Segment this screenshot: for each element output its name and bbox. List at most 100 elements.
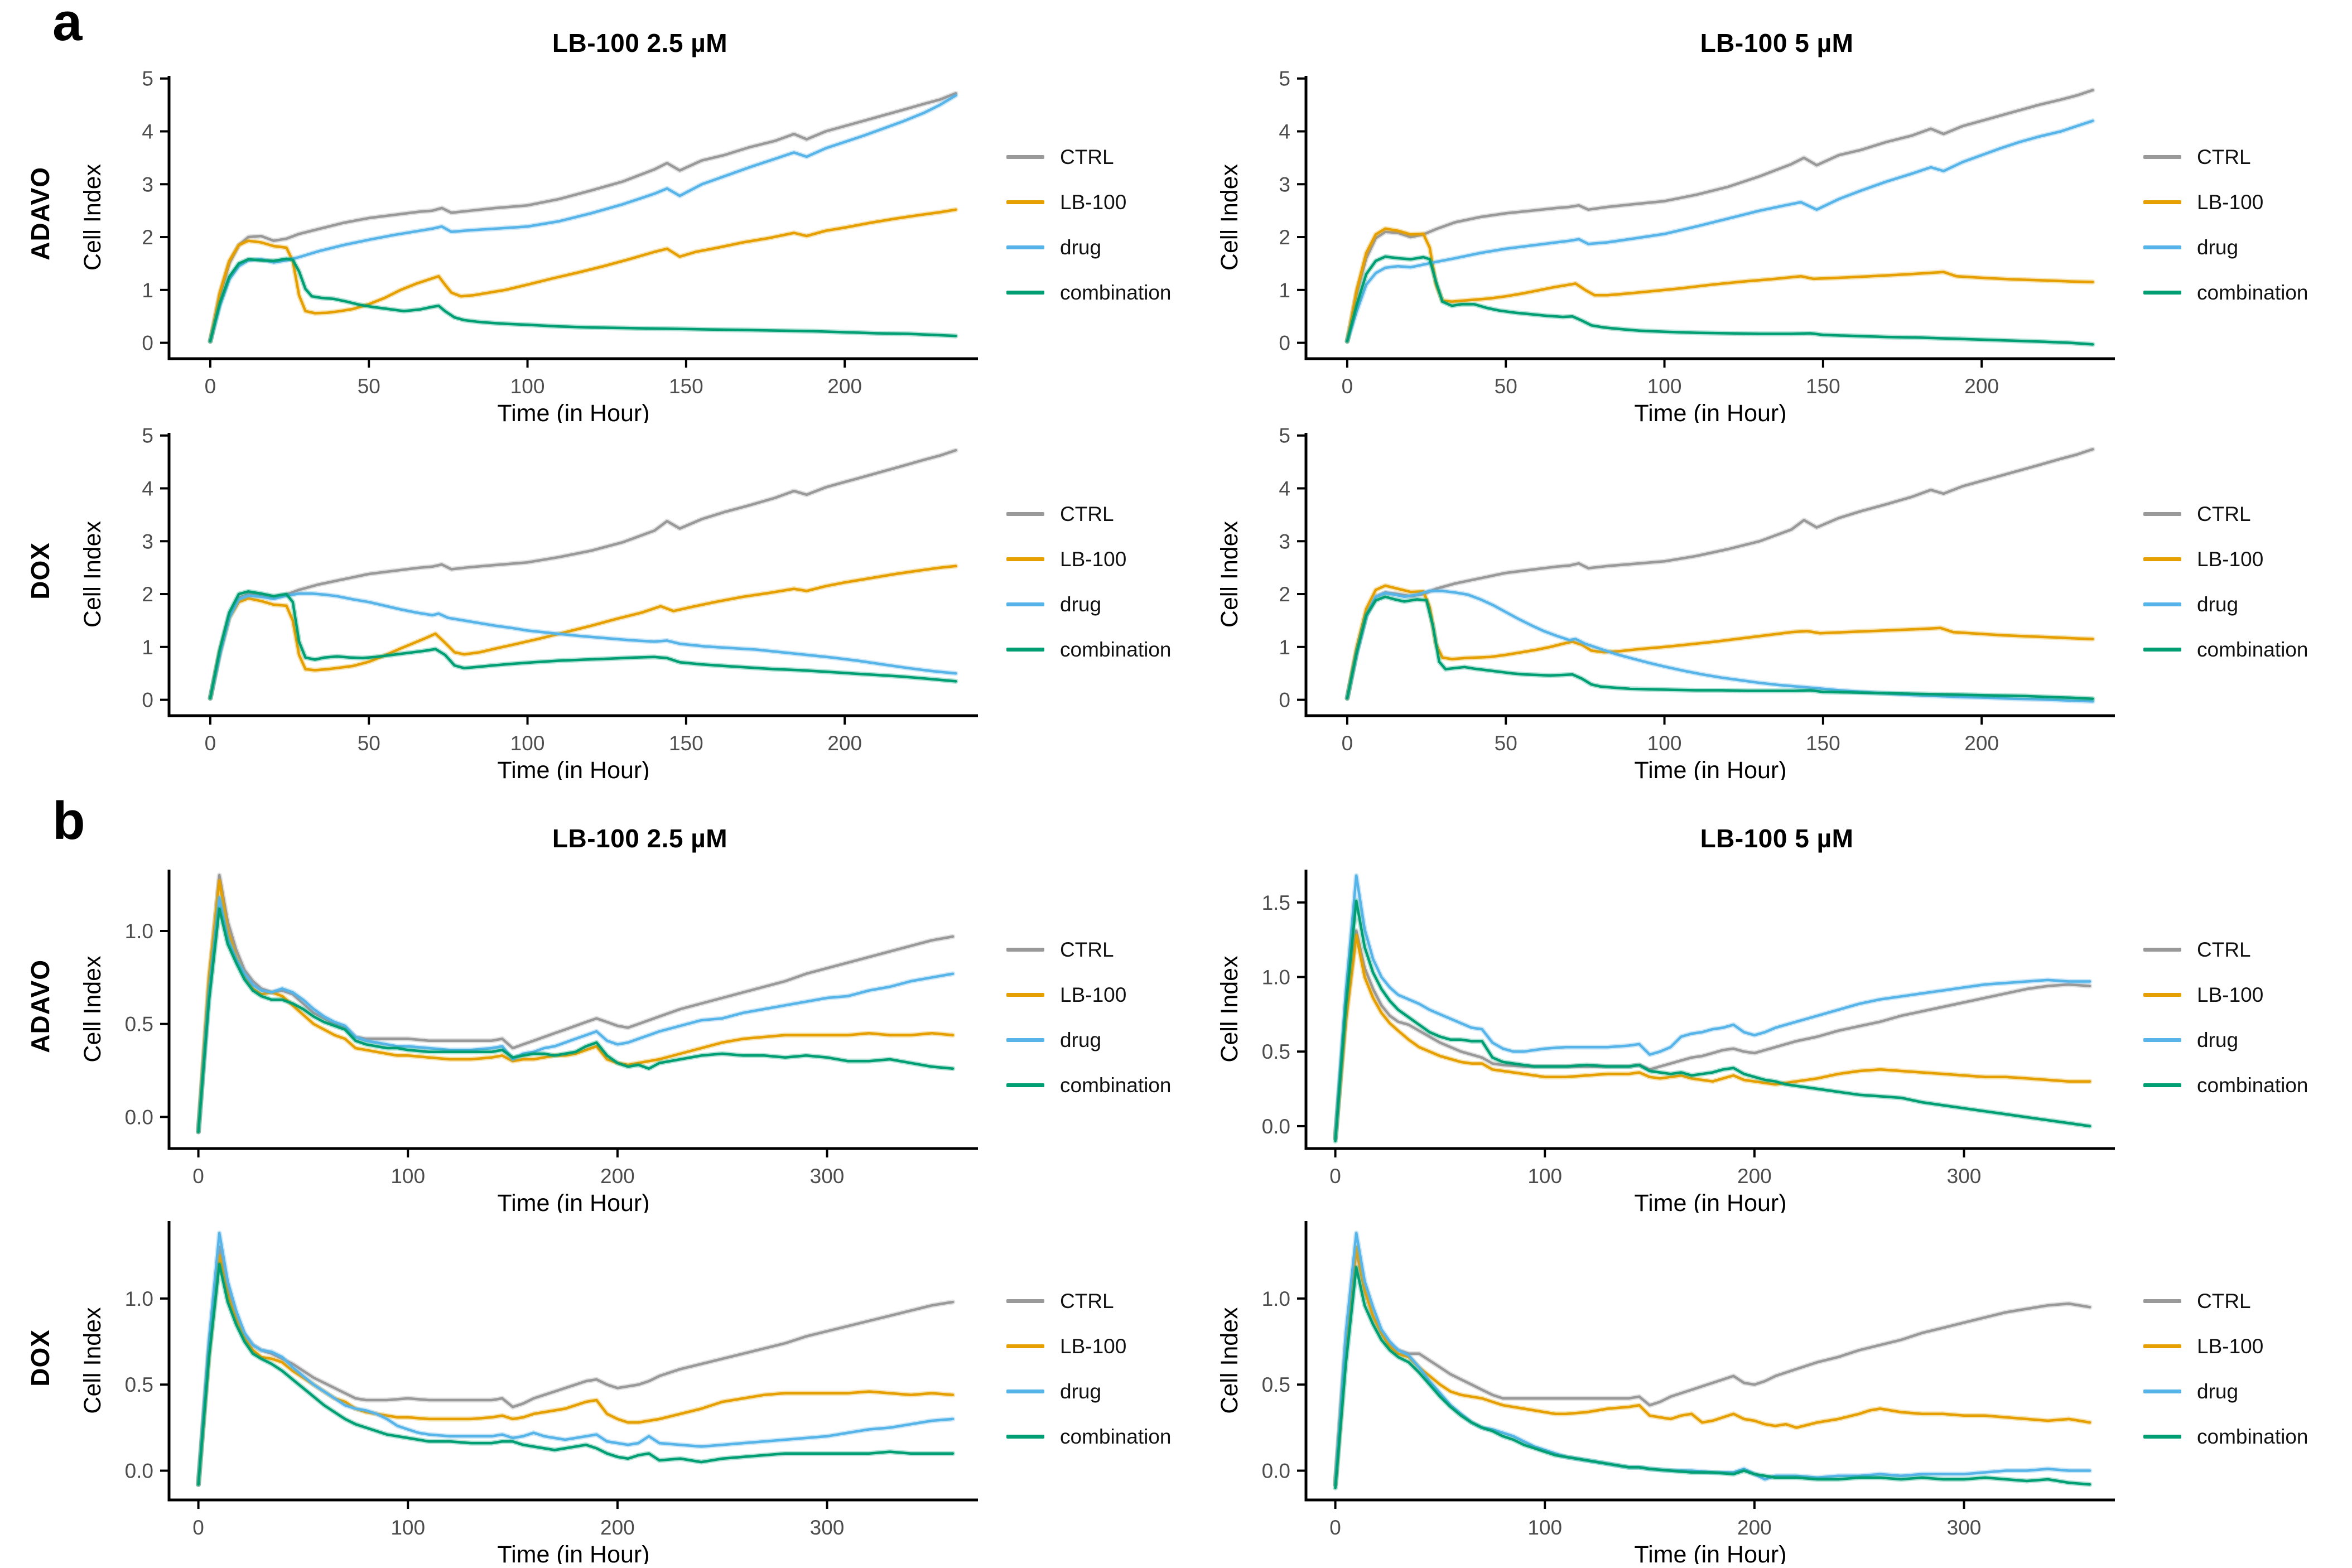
legend-label: combination bbox=[1060, 1425, 1172, 1448]
x-tick-label: 300 bbox=[1947, 1165, 1982, 1188]
legend-item-lb-100: LB-100 bbox=[2143, 549, 2345, 570]
legend-label: combination bbox=[2197, 281, 2308, 304]
panel-a-title-row: LB-100 2.5 µM LB-100 5 µM bbox=[9, 0, 2346, 66]
x-tick-label: 200 bbox=[1964, 732, 1999, 755]
legend-label: combination bbox=[2197, 1074, 2308, 1097]
series-halo-drug bbox=[1333, 1231, 2093, 1487]
y-axis-title: Cell Index bbox=[1216, 956, 1243, 1063]
y-tick-label: 5 bbox=[1279, 424, 1290, 447]
chart-b-dox-2.5um: 0.0 0.5 1.0 0 100 200 300 Time (in Hour) Cell In… bbox=[71, 1213, 986, 1564]
chart-a-dox-5um: 0 1 2 3 4 5 0 50 100 150 200 Time (in Hour) Cell Ind… bbox=[1208, 423, 2123, 780]
legend-label: CTRL bbox=[1060, 938, 1114, 961]
y-tick-label: 4 bbox=[142, 120, 153, 143]
x-tick-label: 100 bbox=[510, 732, 545, 755]
legend-line-swatch bbox=[2143, 1038, 2181, 1042]
series-line-lb-100 bbox=[197, 879, 955, 1133]
legend-item-drug: drug bbox=[2143, 594, 2345, 615]
series-line-ctrl bbox=[1334, 929, 2091, 1140]
series-halo-ctrl bbox=[196, 872, 956, 1135]
x-tick-label: 200 bbox=[1737, 1165, 1772, 1188]
legend-line-swatch bbox=[2143, 948, 2181, 952]
series-line-drug bbox=[209, 94, 957, 342]
series-line-combination bbox=[1334, 1266, 2091, 1489]
legend-label: drug bbox=[2197, 1029, 2239, 1051]
legend-item-drug: drug bbox=[2143, 1030, 2345, 1050]
series-line-ctrl bbox=[1334, 1249, 2091, 1486]
x-tick-label: 100 bbox=[510, 375, 545, 398]
y-tick-label: 1.0 bbox=[125, 920, 153, 943]
series-halo-lb-100 bbox=[196, 1253, 956, 1487]
panel-a-label: a bbox=[52, 0, 83, 52]
legend: CTRL LB-100 drug combination bbox=[2123, 66, 2345, 423]
legend-line-swatch bbox=[1006, 155, 1044, 159]
series-halo-combination bbox=[1333, 898, 2093, 1144]
x-tick-label: 50 bbox=[358, 732, 380, 755]
y-tick-label: 1.0 bbox=[1262, 1287, 1290, 1310]
legend-item-ctrl: CTRL bbox=[1006, 1291, 1208, 1311]
series-line-lb-100 bbox=[1334, 1246, 2091, 1486]
y-tick-label: 0 bbox=[1279, 332, 1290, 355]
x-tick-label: 0 bbox=[1329, 1516, 1341, 1539]
y-tick-label: 0 bbox=[1279, 689, 1290, 712]
series-line-drug bbox=[1334, 874, 2091, 1140]
x-tick-label: 150 bbox=[669, 732, 703, 755]
legend-line-swatch bbox=[1006, 1299, 1044, 1303]
row-label-adavo: ADAVO bbox=[26, 959, 55, 1053]
x-tick-label: 200 bbox=[1737, 1516, 1772, 1539]
x-tick-label: 0 bbox=[205, 732, 216, 755]
legend-item-drug: drug bbox=[1006, 237, 1208, 258]
y-axis-title: Cell Index bbox=[1216, 163, 1243, 271]
legend-label: drug bbox=[1060, 236, 1102, 259]
x-tick-label: 100 bbox=[1527, 1165, 1562, 1188]
y-tick-label: 5 bbox=[1279, 67, 1290, 90]
legend-label: drug bbox=[2197, 593, 2239, 616]
y-tick-label: 3 bbox=[142, 530, 153, 553]
y-axis-title: Cell Index bbox=[79, 163, 106, 271]
series-line-combination bbox=[197, 907, 955, 1133]
series-halo-drug bbox=[1344, 118, 2095, 344]
x-tick-label: 0 bbox=[1342, 732, 1353, 755]
legend-label: CTRL bbox=[2197, 503, 2251, 525]
legend: CTRL LB-100 drug combination bbox=[986, 66, 1208, 423]
legend-line-swatch bbox=[1006, 648, 1044, 652]
legend-item-lb-100: LB-100 bbox=[1006, 1336, 1208, 1357]
legend-label: CTRL bbox=[2197, 146, 2251, 168]
x-axis-title: Time (in Hour) bbox=[1634, 1541, 1786, 1564]
series-halo-combination bbox=[1333, 1265, 2093, 1490]
legend-item-lb-100: LB-100 bbox=[1006, 985, 1208, 1005]
y-tick-label: 1 bbox=[1279, 636, 1290, 659]
panel-b-title-row: LB-100 2.5 µM LB-100 5 µM bbox=[9, 799, 2346, 861]
x-tick-label: 300 bbox=[810, 1165, 845, 1188]
legend-label: drug bbox=[1060, 593, 1102, 616]
x-axis-title: Time (in Hour) bbox=[497, 757, 649, 780]
legend-item-drug: drug bbox=[2143, 1381, 2345, 1402]
legend-item-drug: drug bbox=[1006, 1381, 1208, 1402]
legend-item-lb-100: LB-100 bbox=[2143, 192, 2345, 213]
legend-item-drug: drug bbox=[1006, 594, 1208, 615]
legend: CTRL LB-100 drug combination bbox=[986, 423, 1208, 780]
series-halo-combination bbox=[1344, 594, 2095, 702]
legend-line-swatch bbox=[2143, 1299, 2181, 1303]
y-tick-label: 1 bbox=[1279, 279, 1290, 302]
series-line-ctrl bbox=[197, 1246, 955, 1486]
chart-b-dox-5um-plot: 0.0 0.5 1.0 0 100 200 300 Time (in Hour) Cell In… bbox=[1216, 1221, 2115, 1564]
legend: CTRL LB-100 drug combination bbox=[2123, 1213, 2345, 1564]
legend-item-ctrl: CTRL bbox=[2143, 939, 2345, 960]
series-line-lb-100 bbox=[1346, 227, 2094, 342]
legend-item-combination: combination bbox=[1006, 282, 1208, 303]
y-tick-label: 1 bbox=[142, 279, 153, 302]
legend-line-swatch bbox=[1006, 1435, 1044, 1439]
panel-a-col-title-1: LB-100 2.5 µM bbox=[552, 28, 728, 57]
x-tick-label: 100 bbox=[391, 1516, 425, 1539]
x-tick-label: 50 bbox=[1495, 732, 1517, 755]
series-line-drug bbox=[1346, 590, 2094, 703]
legend-line-swatch bbox=[2143, 512, 2181, 516]
legend-label: LB-100 bbox=[1060, 191, 1127, 214]
legend-item-lb-100: LB-100 bbox=[1006, 192, 1208, 213]
row-label-dox: DOX bbox=[26, 542, 55, 600]
series-halo-ctrl bbox=[1333, 1248, 2093, 1487]
x-tick-label: 100 bbox=[1647, 732, 1682, 755]
x-tick-label: 0 bbox=[205, 375, 216, 398]
legend-item-ctrl: CTRL bbox=[1006, 504, 1208, 524]
